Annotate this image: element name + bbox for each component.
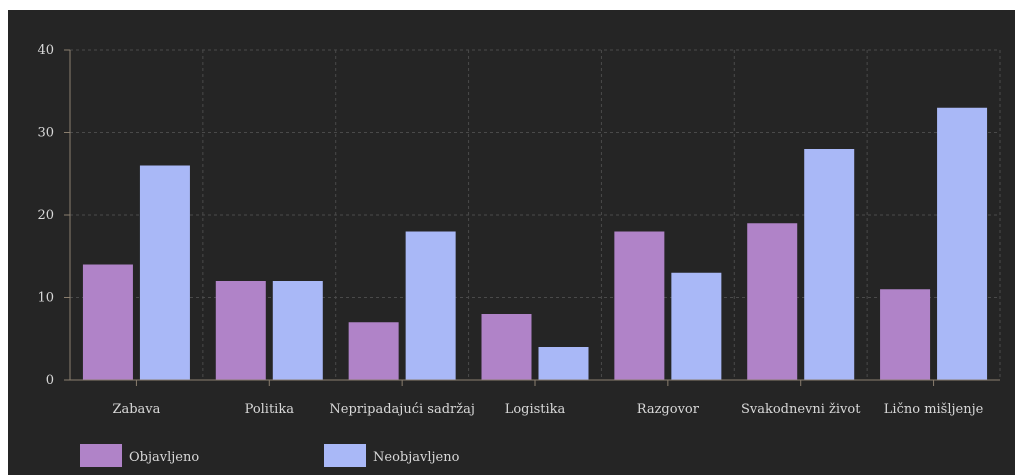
bar-chart: 0 10 20 30 40 Zabava Politika Nepripadajući sad…: [37, 43, 1001, 467]
bar-neobjavljeno[interactable]: [538, 347, 589, 380]
legend: Objavljeno Neobjavljeno: [80, 444, 460, 467]
bar-neobjavljeno[interactable]: [937, 107, 988, 380]
y-tick-label: 0: [46, 373, 54, 388]
legend-label-neobjavljeno[interactable]: Neobjavljeno: [373, 450, 460, 465]
x-tick-label: Razgovor: [637, 402, 700, 417]
bar-neobjavljeno[interactable]: [804, 149, 855, 380]
chart-container: 0 10 20 30 40 Zabava Politika Nepripadajući sad…: [8, 10, 1015, 475]
x-tick-label: Svakodnevni život: [741, 402, 861, 417]
x-tick-label: Lično mišljenje: [884, 402, 984, 417]
x-tick-label: Politika: [245, 402, 295, 417]
legend-swatch-neobjavljeno[interactable]: [324, 444, 366, 467]
bar-objavljeno[interactable]: [880, 289, 931, 380]
bar-objavljeno[interactable]: [215, 281, 266, 380]
x-tick-label: Logistika: [505, 402, 566, 417]
bars: [82, 107, 988, 381]
bar-objavljeno[interactable]: [614, 231, 665, 381]
y-tick-label: 40: [37, 43, 54, 58]
bar-objavljeno[interactable]: [481, 314, 532, 380]
legend-swatch-objavljeno[interactable]: [80, 444, 122, 467]
y-tick-label: 20: [37, 208, 54, 223]
tick-labels: 0 10 20 30 40 Zabava Politika Nepripadajući sad…: [37, 43, 983, 417]
x-tick-label: Nepripadajući sadržaj: [329, 402, 474, 417]
y-tick-label: 30: [37, 126, 54, 141]
x-tick-label: Zabava: [112, 402, 160, 417]
bar-objavljeno[interactable]: [82, 264, 133, 381]
bar-neobjavljeno[interactable]: [405, 231, 456, 381]
bar-neobjavljeno[interactable]: [671, 272, 722, 380]
legend-label-objavljeno[interactable]: Objavljeno: [129, 450, 199, 465]
grid: [70, 49, 1001, 380]
bar-neobjavljeno[interactable]: [139, 165, 190, 381]
axes: [64, 49, 1000, 386]
bar-objavljeno[interactable]: [348, 322, 399, 380]
bar-objavljeno[interactable]: [747, 223, 798, 380]
bar-neobjavljeno[interactable]: [272, 281, 323, 380]
y-tick-label: 10: [37, 291, 54, 306]
